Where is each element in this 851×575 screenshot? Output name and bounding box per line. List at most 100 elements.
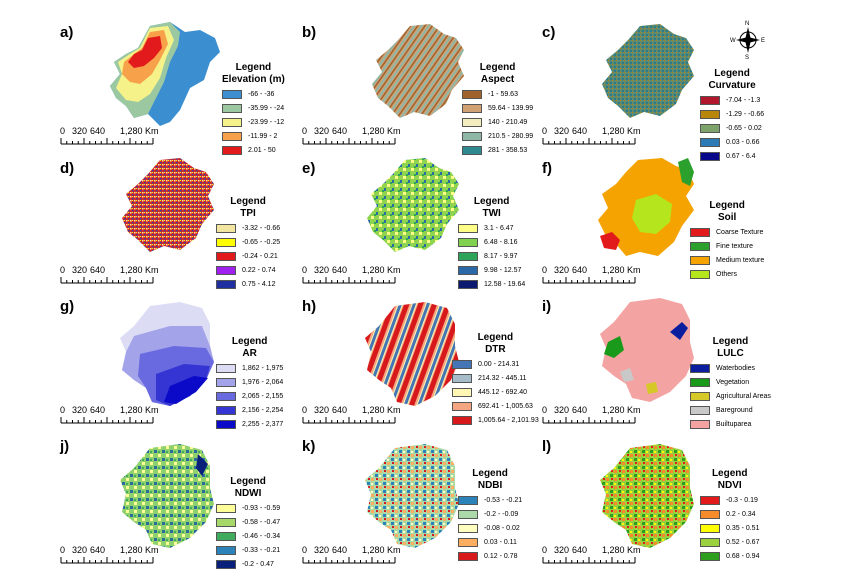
legend-swatch — [216, 377, 236, 387]
legend-label: 0.52 - 0.67 — [726, 538, 760, 546]
legend-swatch — [216, 251, 236, 261]
legend-swatch — [462, 89, 482, 99]
scale-tick-label: 0 — [60, 126, 66, 136]
scale-tick-label: 1,280 Km — [602, 126, 641, 136]
legend-label: -0.24 - 0.21 — [242, 252, 278, 260]
legend-label: 0.03 - 0.11 — [484, 538, 517, 546]
legend-swatch — [458, 495, 478, 505]
legend-row: -0.33 - -0.21 — [216, 544, 280, 556]
panel-g-label: g) — [60, 298, 75, 315]
legend-row: Vegetation — [690, 376, 771, 388]
scale-tick-label: 1,280 Km — [602, 545, 641, 555]
legend-label: -1 - 59.63 — [488, 90, 518, 98]
scale-tick-label: 0 — [302, 265, 308, 275]
legend-label: -0.2 - 0.47 — [242, 560, 274, 568]
scale-tick-label: 0 — [302, 545, 308, 555]
legend-label: 0.22 - 0.74 — [242, 266, 276, 274]
legend-label: Others — [716, 270, 738, 278]
scale-tick-label: 320 — [554, 405, 570, 415]
scale-bar-ruler — [302, 557, 396, 564]
legend-row: Fine texture — [690, 240, 764, 252]
scale-bar: 0 320 640 1,280 Km — [302, 545, 402, 567]
legend-row: 0.2 - 0.34 — [700, 508, 759, 520]
legend-heading: Legend — [479, 62, 516, 73]
legend-row: 12.58 - 19.64 — [458, 278, 525, 290]
legend-row: -0.46 - -0.34 — [216, 530, 280, 542]
legend-swatch — [216, 503, 236, 513]
map-lulc — [600, 298, 694, 402]
legend-swatch — [216, 419, 236, 429]
legend-row: Agricultural Areas — [690, 390, 771, 402]
legend-row: Medium texture — [690, 254, 764, 266]
legend-title: Elevation (m) — [222, 74, 285, 85]
legend-title: NDBI — [477, 480, 503, 491]
legend-label: 281 - 358.53 — [488, 146, 528, 154]
legend-label: -35.99 - -24 — [248, 104, 285, 112]
legend-row: -0.93 - -0.59 — [216, 502, 280, 514]
legend-label: 3.1 - 6.47 — [484, 224, 514, 232]
legend-label: Vegetation — [716, 378, 750, 386]
legend-row: 0.67 - 6.4 — [700, 150, 764, 162]
legend-label: 2,065 - 2,155 — [242, 392, 284, 400]
scale-tick-label: 320 — [72, 405, 88, 415]
legend-label: -0.2 - -0.09 — [484, 510, 519, 518]
north-arrow-s: S — [745, 55, 749, 60]
scale-bar: 0 320 640 1,280 Km — [60, 405, 160, 427]
legend-row: 692.41 - 1,005.63 — [452, 400, 539, 412]
legend-label: 0.67 - 6.4 — [726, 152, 756, 160]
north-arrow-icon: N S W E — [730, 21, 765, 60]
scale-bar-ruler — [302, 417, 396, 424]
legend-label: 59.64 - 139.99 — [488, 104, 534, 112]
legend-label: 445.12 - 692.40 — [478, 388, 528, 396]
legend-swatch — [216, 223, 236, 233]
legend-swatch — [222, 103, 242, 113]
legend-row: Coarse Texture — [690, 226, 764, 238]
scale-tick-label: 320 — [72, 265, 88, 275]
legend-swatch — [700, 509, 720, 519]
legend-swatch — [462, 145, 482, 155]
legend-swatch — [690, 419, 710, 429]
legend-row: -66 - -36 — [222, 88, 285, 100]
scale-bar-ruler — [60, 138, 154, 145]
legend-row: -0.58 - -0.47 — [216, 516, 280, 528]
map-ndwi — [120, 444, 214, 548]
legend-swatch — [700, 523, 720, 533]
legend-swatch — [216, 405, 236, 415]
legend-title: TWI — [482, 208, 501, 219]
legend-label: Medium texture — [716, 256, 765, 264]
legend-label: 6.48 - 8.16 — [484, 238, 518, 246]
legend-label: 214.32 - 445.11 — [478, 374, 527, 382]
legend-row: -11.99 - 2 — [222, 130, 285, 142]
legend-row: 0.03 - 0.66 — [700, 136, 764, 148]
legend-row: 0.68 - 0.94 — [700, 550, 759, 562]
legend-swatch — [458, 223, 478, 233]
scale-tick-label: 0 — [542, 126, 548, 136]
legend-row: 210.5 - 280.99 — [462, 130, 533, 142]
legend-swatch — [222, 131, 242, 141]
legend-row: -0.2 - 0.47 — [216, 558, 280, 570]
panel-c-label: c) — [542, 24, 556, 41]
legend-swatch — [690, 227, 710, 237]
legend-row: -1 - 59.63 — [462, 88, 533, 100]
legend-row: 281 - 358.53 — [462, 144, 533, 156]
legend-heading: Legend — [235, 62, 272, 73]
legend-swatch — [690, 391, 710, 401]
legend-swatch — [458, 523, 478, 533]
legend-d: Legend TPI -3.32 - -0.66 -0.65 - -0.25 -0.24… — [216, 196, 280, 290]
legend-label: 140 - 210.49 — [488, 118, 528, 126]
scale-tick-label: 320 — [554, 265, 570, 275]
legend-label: -7.04 - -1.3 — [726, 96, 761, 104]
scale-tick-label: 1,280 Km — [120, 545, 159, 555]
legend-swatch — [216, 531, 236, 541]
legend-swatch — [690, 363, 710, 373]
scale-tick-label: 640 — [572, 545, 588, 555]
scale-bar: 0 320 640 1,280 Km — [542, 265, 642, 287]
legend-swatch — [452, 401, 472, 411]
legend-label: 1,862 - 1,975 — [242, 364, 284, 372]
legend-label: -0.46 - -0.34 — [242, 532, 281, 540]
legend-swatch — [462, 117, 482, 127]
legend-title: AR — [242, 348, 257, 359]
legend-label: 2,156 - 2,254 — [242, 406, 284, 414]
scale-bar-ruler — [542, 277, 636, 284]
legend-heading: Legend — [473, 196, 510, 207]
